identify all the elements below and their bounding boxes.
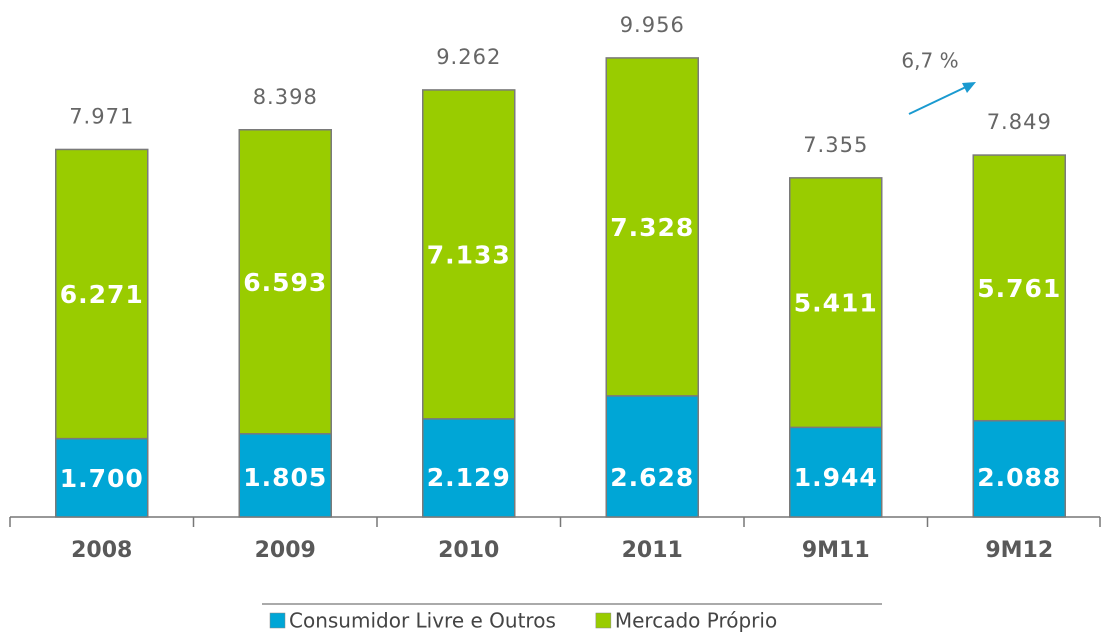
legend-label: Mercado Próprio bbox=[615, 609, 777, 633]
value-label: 2.628 bbox=[610, 463, 694, 492]
total-label: 9.956 bbox=[620, 13, 685, 37]
legend-swatch bbox=[595, 612, 612, 629]
bar-segment bbox=[238, 129, 332, 435]
value-label: 7.328 bbox=[610, 213, 694, 242]
value-label: 1.805 bbox=[243, 463, 327, 492]
bar-segment bbox=[789, 426, 883, 518]
annotation: 6,7 % bbox=[901, 49, 958, 73]
value-label: 6.271 bbox=[60, 280, 144, 309]
bar-segment bbox=[55, 148, 149, 440]
x-tick-label: 2010 bbox=[438, 538, 499, 563]
value-label: 7.133 bbox=[427, 240, 511, 269]
total-label: 9.262 bbox=[436, 45, 501, 69]
total-label: 7.355 bbox=[803, 133, 868, 157]
arrow bbox=[908, 85, 969, 115]
bar-segment bbox=[972, 154, 1066, 422]
value-label: 2.088 bbox=[977, 463, 1061, 492]
value-label: 1.944 bbox=[794, 463, 878, 492]
bar-segment bbox=[972, 419, 1066, 518]
legend-label: Consumidor Livre e Outros bbox=[289, 609, 556, 633]
bar-segment bbox=[789, 177, 883, 429]
bar-segment bbox=[238, 433, 332, 518]
arrow-head bbox=[962, 82, 976, 93]
bar-segment bbox=[605, 395, 699, 518]
bar-segment bbox=[422, 89, 516, 420]
value-label: 1.700 bbox=[60, 464, 144, 493]
bar-segment bbox=[422, 418, 516, 518]
x-tick-label: 9M11 bbox=[802, 538, 870, 563]
x-tick-label: 2009 bbox=[255, 538, 316, 563]
value-label: 5.761 bbox=[977, 274, 1061, 303]
value-label: 5.411 bbox=[794, 289, 878, 318]
value-label: 2.129 bbox=[427, 463, 511, 492]
total-label: 7.971 bbox=[69, 104, 134, 128]
x-tick-label: 2011 bbox=[622, 538, 683, 563]
total-label: 8.398 bbox=[253, 85, 318, 109]
total-label: 7.849 bbox=[987, 110, 1052, 134]
x-tick-label: 2008 bbox=[71, 538, 132, 563]
legend-swatch bbox=[269, 612, 286, 629]
bar-segment bbox=[605, 57, 699, 397]
value-label: 6.593 bbox=[243, 268, 327, 297]
x-tick-label: 9M12 bbox=[985, 538, 1053, 563]
